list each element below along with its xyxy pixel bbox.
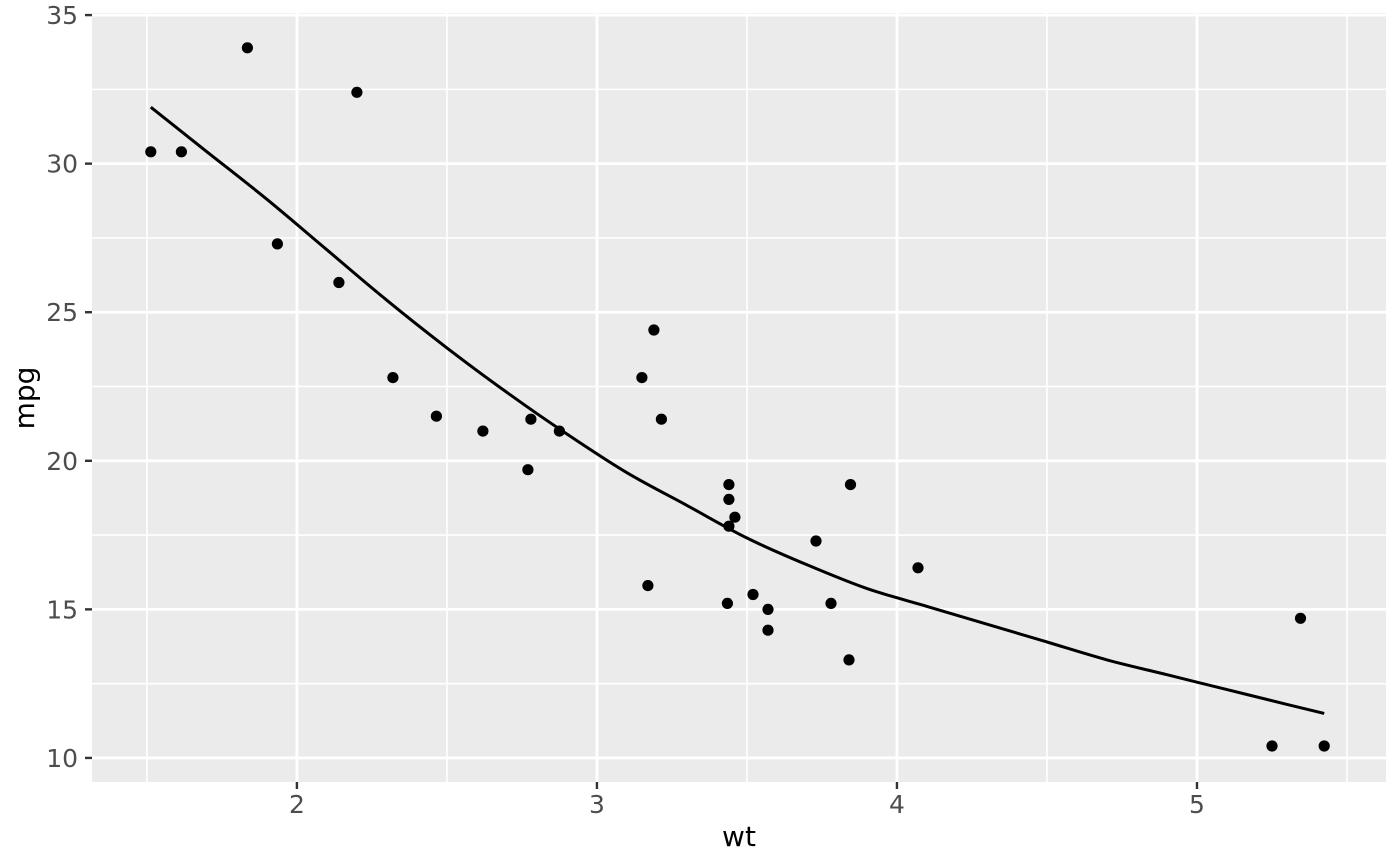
- data-layer: [145, 42, 1330, 752]
- data-point: [655, 413, 668, 425]
- data-point: [241, 42, 253, 54]
- axis-layer: 2 3 4 5 10 15 20 25 30 35: [46, 1, 1205, 819]
- x-tick-label: 2: [289, 790, 305, 819]
- y-tick-label: 10: [46, 744, 78, 773]
- data-point: [642, 580, 654, 592]
- y-tick-label: 35: [46, 1, 78, 30]
- data-point: [762, 603, 774, 616]
- x-tick-label: 3: [589, 790, 605, 819]
- data-point: [636, 372, 648, 384]
- data-point: [721, 597, 734, 610]
- data-point: [723, 479, 735, 491]
- data-point: [723, 520, 735, 532]
- data-point: [825, 597, 837, 610]
- x-tick-label: 4: [889, 790, 905, 819]
- data-point: [747, 588, 759, 601]
- data-point: [351, 86, 363, 98]
- data-point: [145, 146, 157, 158]
- x-axis-title: wt: [722, 820, 756, 853]
- y-tick-label: 20: [46, 447, 78, 476]
- data-point: [648, 324, 660, 336]
- plot-panel-layer: [92, 13, 1386, 782]
- data-point: [430, 410, 442, 422]
- data-point: [762, 624, 774, 636]
- x-tick-label: 5: [1189, 790, 1205, 819]
- data-point: [844, 479, 857, 491]
- data-point: [810, 535, 822, 547]
- data-point: [553, 425, 566, 437]
- data-point: [175, 146, 187, 158]
- y-tick-label: 30: [46, 150, 78, 179]
- data-point: [912, 562, 924, 574]
- y-axis-title: mpg: [8, 367, 41, 430]
- data-point: [387, 372, 399, 384]
- data-point: [522, 464, 534, 476]
- data-point: [723, 493, 735, 505]
- data-point: [843, 654, 855, 666]
- data-point: [525, 413, 537, 425]
- data-point: [271, 238, 283, 250]
- y-tick-label: 15: [46, 595, 78, 624]
- data-point: [333, 276, 345, 289]
- y-tick-label: 25: [46, 298, 78, 327]
- data-point: [1318, 740, 1330, 752]
- plot-panel: [92, 13, 1386, 782]
- data-point: [1266, 740, 1278, 752]
- data-point: [477, 425, 489, 437]
- data-point: [729, 511, 741, 523]
- data-point: [1294, 612, 1307, 624]
